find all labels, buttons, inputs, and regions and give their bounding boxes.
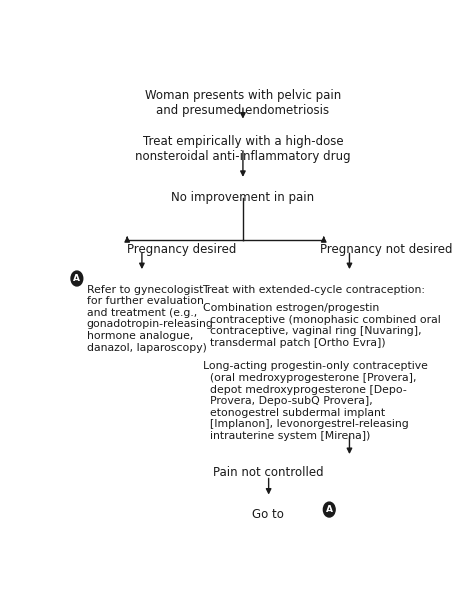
Text: No improvement in pain: No improvement in pain [172, 191, 314, 204]
Text: Long-acting progestin-only contraceptive
  (oral medroxyprogesterone [Provera],
: Long-acting progestin-only contraceptive… [202, 361, 428, 441]
Text: Refer to gynecologist
for further evaluation
and treatment (e.g.,
gonadotropin-r: Refer to gynecologist for further evalua… [87, 284, 214, 353]
Text: Treat empirically with a high-dose
nonsteroidal anti-inflammatory drug: Treat empirically with a high-dose nonst… [135, 136, 351, 163]
Circle shape [71, 271, 83, 286]
Text: Combination estrogen/progestin
  contraceptive (monophasic combined oral
  contr: Combination estrogen/progestin contracep… [202, 303, 440, 348]
Text: Go to: Go to [252, 508, 284, 521]
Text: Pain not controlled: Pain not controlled [213, 466, 324, 479]
Text: Woman presents with pelvic pain
and presumed endometriosis: Woman presents with pelvic pain and pres… [145, 89, 341, 117]
Circle shape [323, 502, 335, 517]
Text: Pregnancy not desired: Pregnancy not desired [320, 243, 453, 256]
Text: Pregnancy desired: Pregnancy desired [127, 243, 237, 256]
Text: Treat with extended-cycle contraception:: Treat with extended-cycle contraception: [202, 284, 426, 295]
Text: A: A [326, 505, 333, 514]
Text: A: A [73, 274, 81, 283]
